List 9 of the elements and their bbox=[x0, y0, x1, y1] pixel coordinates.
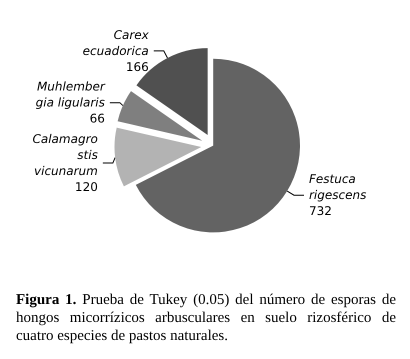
data-label: 120 bbox=[74, 180, 98, 194]
data-label: 66 bbox=[90, 112, 105, 126]
slice-label: Carex ecuadorica bbox=[82, 28, 150, 58]
text: Figura 1. Prueba de Tukey (0.05) del número de esporas de hongos micorrízicos arbusculares en suelo rizosférico de cuatro especies de pastos naturales. bbox=[16, 291, 396, 345]
data-label: 166 bbox=[126, 60, 149, 74]
slice-label: Festuca rigescens bbox=[308, 172, 366, 202]
data-label: 732 bbox=[308, 204, 332, 218]
slice-label: Calamagro stis vicunarum bbox=[32, 132, 98, 178]
slice-label: Muhlember gia ligularis bbox=[36, 80, 106, 110]
